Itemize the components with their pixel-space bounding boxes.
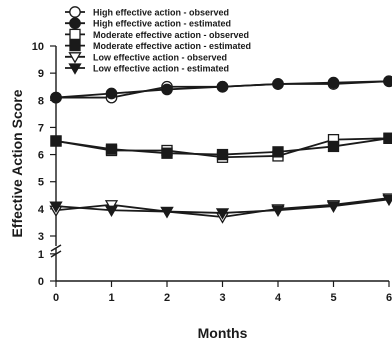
data-point [326,201,341,213]
legend-marker [69,6,81,18]
data-point [105,87,118,100]
series-6 [49,194,392,220]
legend-marker [69,28,81,41]
x-tick-label: 3 [219,292,225,304]
y-tick-label: 1 [38,249,44,261]
data-point [216,148,229,161]
legend-item: High effective action - observed [65,6,229,18]
x-tick-label: 2 [164,292,170,304]
legend-marker [68,63,82,75]
legend-marker [69,17,81,30]
data-point [215,208,230,220]
legend-label: High effective action - observed [93,8,229,18]
data-point [160,206,174,219]
y-tick-label: 9 [38,68,44,80]
legend-label: Low effective action - estimated [93,64,229,74]
axis-break-mark [50,244,62,252]
data-point [272,146,284,158]
data-point [104,205,119,218]
axes: 0 1 3 4 5 6 7 8 9 10 0 1 2 3 4 5 6 [32,41,392,304]
legend-label: High effective action - estimated [93,19,231,29]
y-tick-label: 5 [38,177,44,189]
series-2 [50,75,392,104]
y-tick-label: 6 [38,150,44,162]
data-point [161,147,173,159]
data-point [49,201,63,213]
data-point [216,80,229,93]
data-point [383,132,392,144]
x-tick-label: 0 [53,292,59,304]
data-point [383,75,392,88]
data-point [161,83,173,96]
legend-marker [69,39,81,52]
data-point [50,91,62,104]
legend-label: Low effective action - observed [93,52,227,62]
series-layer [49,75,392,224]
series-4 [50,132,392,161]
legend-item: Moderate effective action - observed [65,28,249,41]
legend-item: Moderate effective action - estimated [65,39,251,52]
data-point [105,143,118,155]
y-tick-label: 0 [38,276,44,288]
data-point [327,140,340,153]
x-axis-title: Months [198,325,248,341]
legend-marker [68,52,82,64]
series-5 [49,193,392,224]
data-point [104,200,119,212]
y-axis-title: Effective Action Score [9,89,25,237]
legend-item: High effective action - estimated [65,17,231,30]
x-tick-label: 6 [386,292,392,304]
data-point [327,76,340,89]
y-tick-label: 3 [38,231,44,243]
y-tick-label: 8 [38,95,44,107]
x-tick-label: 1 [108,292,114,304]
y-tick-label: 7 [38,122,44,134]
data-point [50,135,62,147]
legend-item: Low effective action - estimated [65,63,229,75]
x-tick-label: 4 [275,292,282,304]
legend-item: Low effective action - observed [65,52,227,64]
data-point [272,78,284,90]
y-tick-label: 10 [32,41,44,53]
y-tick-label: 4 [38,204,45,216]
legend-label: Moderate effective action - observed [93,30,249,40]
legend-label: Moderate effective action - estimated [93,41,251,51]
data-point [271,205,285,218]
x-tick-label: 5 [330,292,336,304]
